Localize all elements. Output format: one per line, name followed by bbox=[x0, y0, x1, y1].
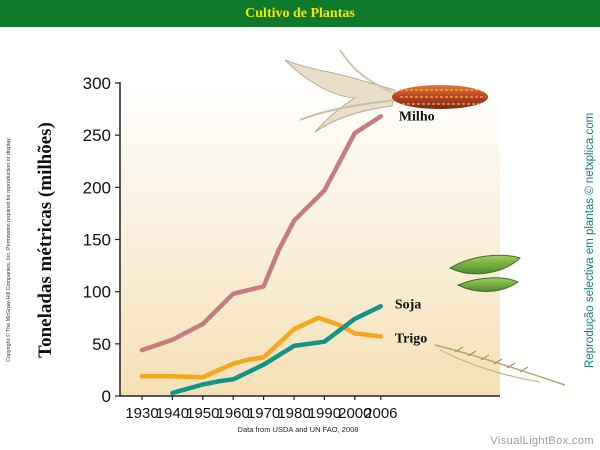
y-tick-label: 100 bbox=[83, 283, 111, 302]
plot-background bbox=[120, 84, 500, 396]
x-tick-label: 1930 bbox=[125, 405, 158, 422]
y-tick-label: 0 bbox=[102, 387, 111, 406]
x-tick-label: 1960 bbox=[217, 405, 250, 422]
x-tick-label: 2006 bbox=[364, 405, 397, 422]
y-tick-label: 150 bbox=[83, 231, 111, 250]
series-line-soja bbox=[170, 304, 384, 396]
series-label-soja: Soja bbox=[395, 297, 421, 312]
page-title: Cultivo de Plantas bbox=[245, 5, 355, 21]
series-line-milho bbox=[139, 114, 384, 353]
x-tick-label: 2000 bbox=[338, 405, 371, 422]
x-tick-label: 1990 bbox=[308, 405, 341, 422]
x-tick-label: 1940 bbox=[156, 405, 189, 422]
labels-layer: Milho Trigo Soja bbox=[395, 109, 435, 346]
x-tick-label: 1970 bbox=[247, 405, 280, 422]
watermark: VisualLightBox.com bbox=[490, 435, 594, 447]
y-tick-label: 300 bbox=[83, 74, 111, 93]
corn-illustration bbox=[284, 49, 488, 133]
soybean-illustration bbox=[448, 254, 521, 292]
title-bar: Cultivo de Plantas bbox=[0, 0, 600, 27]
wheat-illustration bbox=[434, 344, 566, 386]
y-axis-label: Toneladas métricas (milhões) bbox=[35, 122, 56, 358]
axes: 0501001502002503001930194019501960197019… bbox=[83, 74, 500, 422]
y-tick-label: 250 bbox=[83, 126, 111, 145]
series-label-trigo: Trigo bbox=[395, 332, 427, 347]
y-tick-label: 50 bbox=[92, 335, 111, 354]
y-tick-label: 200 bbox=[83, 178, 111, 197]
x-tick-label: 1950 bbox=[186, 405, 219, 422]
x-tick-label: 1980 bbox=[277, 405, 310, 422]
data-source-note: Data from USDA and UN FAO, 2008 bbox=[238, 425, 359, 434]
series-layer bbox=[139, 114, 384, 396]
series-label-milho: Milho bbox=[399, 109, 435, 124]
